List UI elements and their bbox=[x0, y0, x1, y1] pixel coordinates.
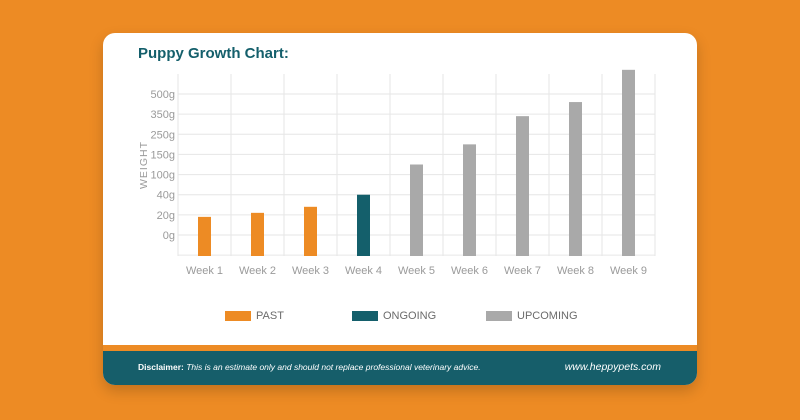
footer-bar: Disclaimer: This is an estimate only and… bbox=[103, 351, 697, 385]
legend-label-past: PAST bbox=[256, 310, 284, 322]
legend-swatch-ongoing bbox=[352, 311, 378, 321]
y-tick-label: 150g bbox=[151, 149, 175, 161]
x-tick-label: Week 8 bbox=[557, 265, 594, 277]
y-tick-label: 250g bbox=[151, 129, 175, 141]
x-tick-label: Week 4 bbox=[345, 265, 382, 277]
chart-title: Puppy Growth Chart: bbox=[138, 45, 289, 62]
disclaimer: Disclaimer: This is an estimate only and… bbox=[138, 362, 481, 372]
y-tick-label: 0g bbox=[163, 230, 175, 242]
y-tick-label: 20g bbox=[157, 210, 175, 222]
bar-week-8 bbox=[569, 102, 582, 256]
footer-accent-stripe bbox=[103, 345, 697, 351]
legend-label-ongoing: ONGOING bbox=[383, 310, 437, 322]
legend-label-upcoming: UPCOMING bbox=[517, 310, 578, 322]
chart-legend: PAST ONGOING UPCOMING bbox=[103, 310, 697, 326]
x-tick-label: Week 9 bbox=[610, 265, 647, 277]
disclaimer-text: This is an estimate only and should not … bbox=[186, 362, 481, 372]
y-axis-label: WEIGHT bbox=[138, 141, 150, 189]
legend-item-upcoming: UPCOMING bbox=[486, 310, 578, 322]
x-tick-label: Week 1 bbox=[186, 265, 223, 277]
y-tick-label: 40g bbox=[157, 190, 175, 202]
growth-bar-chart: 0g 20g 40g 100g 150g 250g 350g 500g WEIGHT Week 1… bbox=[138, 69, 656, 277]
growth-chart-card: Puppy Growth Chart: 0g 20g 40g 100g 150g 250g… bbox=[103, 33, 697, 385]
bar-week-5 bbox=[410, 164, 423, 256]
disclaimer-label: Disclaimer: bbox=[138, 362, 184, 372]
bar-week-3 bbox=[304, 206, 317, 256]
x-tick-label: Week 5 bbox=[398, 265, 435, 277]
x-tick-label: Week 2 bbox=[239, 265, 276, 277]
x-tick-label: Week 7 bbox=[504, 265, 541, 277]
bar-week-1 bbox=[198, 216, 211, 256]
bar-week-9 bbox=[622, 69, 635, 256]
y-tick-label: 100g bbox=[151, 170, 175, 182]
bar-week-6 bbox=[463, 144, 476, 256]
y-tick-label: 350g bbox=[151, 109, 175, 121]
legend-swatch-upcoming bbox=[486, 311, 512, 321]
x-tick-label: Week 6 bbox=[451, 265, 488, 277]
website-link[interactable]: www.heppypets.com bbox=[564, 361, 661, 373]
legend-item-ongoing: ONGOING bbox=[352, 310, 436, 322]
legend-swatch-past bbox=[225, 311, 251, 321]
bar-week-7 bbox=[516, 116, 529, 257]
x-tick-label: Week 3 bbox=[292, 265, 329, 277]
legend-item-past: PAST bbox=[225, 310, 284, 322]
bar-week-4 bbox=[357, 194, 370, 256]
bar-week-2 bbox=[251, 212, 264, 256]
y-tick-label: 500g bbox=[151, 89, 175, 101]
